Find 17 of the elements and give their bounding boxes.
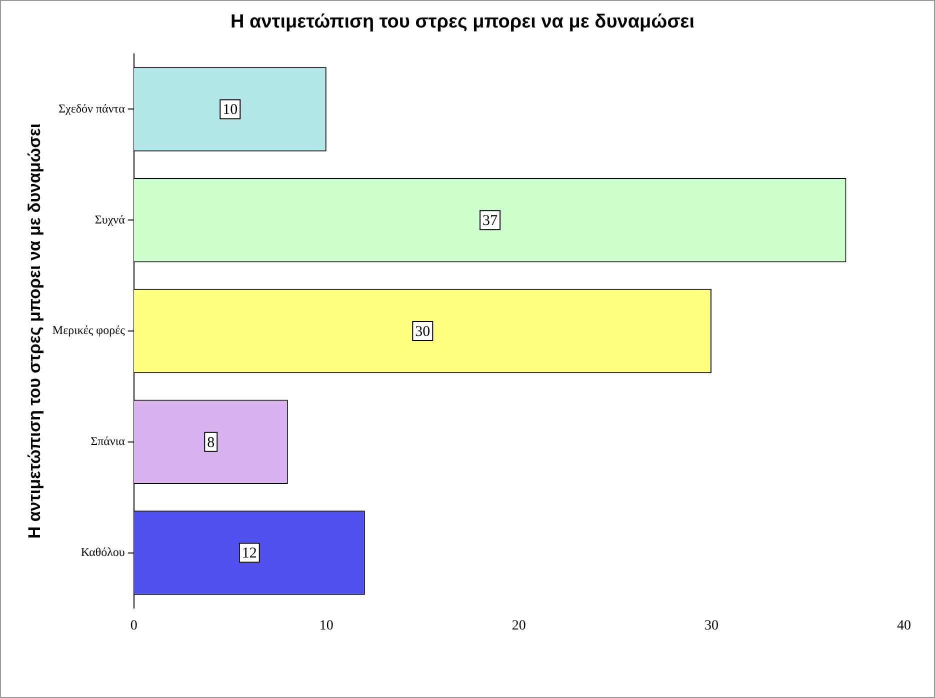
- x-tick-label: 30: [704, 618, 718, 634]
- y-tick-label: Σχεδόν πάντα: [58, 101, 126, 116]
- data-label: 8: [207, 434, 215, 451]
- data-label: 37: [482, 213, 498, 230]
- y-tick-label: Συχνά: [94, 212, 126, 226]
- x-tick-label: 0: [130, 618, 138, 634]
- chart-title: Η αντιμετώπιση του στρες μπορει να με δυναμώσει: [230, 12, 694, 33]
- data-label: 12: [242, 546, 257, 562]
- y-axis-title: Η αντιμετώπιση του στρες μπορει να με δυναμώσει: [24, 123, 44, 539]
- x-tick-label: 40: [897, 618, 911, 634]
- data-label: 10: [222, 102, 238, 118]
- y-tick-label: Σπάνια: [90, 434, 126, 448]
- y-tick-label: Καθόλου: [80, 544, 125, 559]
- y-tick-label: Μερικές φορές: [52, 323, 126, 338]
- x-tick-label: 10: [319, 618, 334, 634]
- x-tick-label: 20: [512, 618, 526, 634]
- data-label: 30: [415, 324, 430, 340]
